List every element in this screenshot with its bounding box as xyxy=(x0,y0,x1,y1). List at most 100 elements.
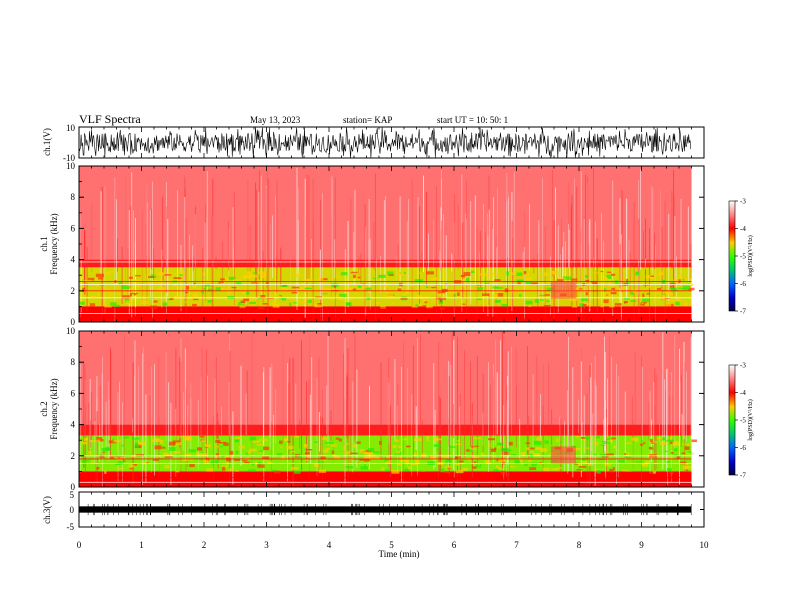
spectrogram-patch xyxy=(678,287,683,290)
spectrogram-patch xyxy=(488,443,491,448)
start-time-label: start UT = 10: 50: 1 xyxy=(437,115,508,125)
spectrogram-patch xyxy=(184,454,191,456)
spectrogram-patch xyxy=(125,291,128,295)
time-tick-label: 6 xyxy=(452,540,457,550)
spectrogram-patch xyxy=(348,287,355,291)
spectrogram-patch xyxy=(211,460,215,465)
ch2-colorbar xyxy=(728,364,736,476)
spectrogram-patch xyxy=(303,287,312,290)
spectrogram-patch xyxy=(640,301,647,304)
spectrogram-patch xyxy=(476,463,482,468)
spectrogram-patch xyxy=(234,439,240,442)
freq-tick-label: 4 xyxy=(71,420,76,430)
spectrogram-patch xyxy=(582,460,588,464)
spectrogram-patch xyxy=(370,455,378,460)
ch1-colorbar-label: log(PSD)(V²/Hz) xyxy=(747,235,754,276)
spectrogram-patch xyxy=(266,297,274,299)
ch1-ytick-bottom: -10 xyxy=(63,153,75,163)
spectrogram-patch xyxy=(322,436,328,440)
spectrogram-patch xyxy=(87,277,95,281)
spectrogram-patch xyxy=(233,279,242,281)
spectrogram-patch xyxy=(322,449,329,453)
interference-patch xyxy=(550,446,576,464)
spectrogram-patch xyxy=(491,272,495,276)
spectrogram-patch xyxy=(204,444,212,448)
spectrogram-patch xyxy=(430,455,437,460)
spectrogram-patch xyxy=(414,459,420,463)
spectrogram-patch xyxy=(207,288,214,292)
spectrogram-patch xyxy=(80,301,85,305)
spectrogram-patch xyxy=(420,285,424,287)
spectrogram-patch xyxy=(662,279,667,284)
spectrogram-patch xyxy=(294,470,301,474)
spectrogram-patch xyxy=(122,295,130,299)
ch2-spec-ylabel: ch.2 xyxy=(39,401,49,416)
spectrogram-patch xyxy=(273,470,281,474)
spectrogram-patch xyxy=(468,302,472,304)
spectrogram-patch xyxy=(97,292,100,297)
spectrogram-patch xyxy=(606,438,611,441)
spectrogram-patch xyxy=(138,441,146,446)
spectrogram-patch xyxy=(329,288,334,290)
spectrogram-patch xyxy=(215,440,221,443)
spectrogram-patch xyxy=(672,441,679,445)
spectrogram-patch xyxy=(494,299,501,303)
colorbar-tick-label: -7 xyxy=(740,308,746,316)
spectrogram-patch xyxy=(543,305,551,307)
spectrogram-patch xyxy=(303,444,308,446)
spectrogram-patch xyxy=(291,286,300,289)
spectrogram-patch xyxy=(225,278,229,281)
spectrogram-patch xyxy=(185,292,189,294)
spectrogram-patch xyxy=(437,291,446,294)
spectrogram-patch xyxy=(614,303,622,306)
spectrogram-patch xyxy=(528,460,532,462)
spectrogram-patch xyxy=(157,272,165,276)
spectrogram-patch xyxy=(377,457,381,460)
spectrogram-patch xyxy=(111,456,114,459)
spectrogram-patch xyxy=(601,440,608,443)
spectrogram-patch xyxy=(157,287,165,292)
spectrogram-patch xyxy=(495,287,504,289)
spectrogram-patch xyxy=(610,292,617,295)
spectrogram-patch xyxy=(679,461,687,465)
spectrogram-patch xyxy=(585,279,589,282)
spectrogram-patch xyxy=(203,459,209,463)
spectrogram-patch xyxy=(214,445,220,448)
spectrogram-patch xyxy=(569,298,578,302)
spectrogram-patch xyxy=(104,470,107,474)
spectrogram-patch xyxy=(344,443,349,445)
spectrogram-patch xyxy=(262,456,269,460)
spectrogram-patch xyxy=(656,437,663,440)
spectrogram-patch xyxy=(336,294,339,297)
spectrogram-patch xyxy=(658,455,661,458)
spectrogram-patch xyxy=(473,290,477,293)
spectrogram-patch xyxy=(246,271,251,275)
spectrogram-patch xyxy=(482,293,490,296)
spectrogram-patch xyxy=(151,274,154,276)
spectrogram-patch xyxy=(89,303,96,307)
spectrogram-patch xyxy=(468,460,472,462)
spectrogram-patch xyxy=(635,461,642,463)
spectrogram-patch xyxy=(466,278,470,282)
spectrogram-patch xyxy=(305,279,313,282)
spectrogram-patch xyxy=(88,450,92,455)
spectrogram-patch xyxy=(136,454,144,457)
spectrogram-patch xyxy=(607,276,612,279)
spectrogram-patch xyxy=(298,301,307,304)
spectrogram-band-3 xyxy=(79,471,692,487)
spectrogram-patch xyxy=(529,447,535,450)
spectrogram-patch xyxy=(280,285,288,287)
spectrogram-patch xyxy=(240,300,245,304)
spectrogram-patch xyxy=(164,464,170,469)
spectrogram-patch xyxy=(539,273,545,274)
spectrogram-patch xyxy=(645,460,650,464)
time-tick-label: 3 xyxy=(264,540,269,550)
spectrogram-patch xyxy=(546,300,549,302)
spectrogram-patch xyxy=(180,284,186,288)
spectrogram-patch xyxy=(385,292,390,294)
spectrogram-patch xyxy=(514,460,521,464)
spectrogram-patch xyxy=(670,287,678,292)
spectrogram-patch xyxy=(455,470,464,474)
spectrogram-patch xyxy=(596,453,599,456)
spectrogram-patch xyxy=(445,283,448,285)
